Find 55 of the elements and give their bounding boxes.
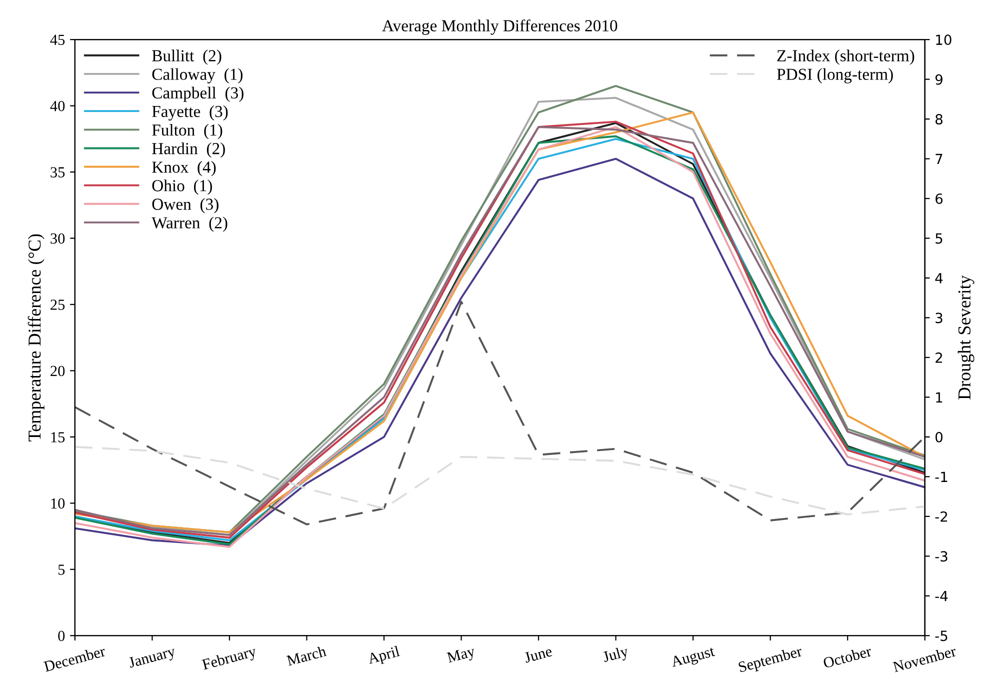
legend-label: Z-Index (short-term) bbox=[777, 50, 914, 65]
y-tick-label: 20 bbox=[50, 366, 65, 376]
legend-label: Warren (2) bbox=[152, 216, 228, 232]
y2-tick-label: 7 bbox=[936, 154, 942, 164]
legend-label: Calloway (1) bbox=[152, 68, 243, 84]
y2-tick-label: -5 bbox=[935, 630, 948, 642]
y2-tick-label: 5 bbox=[936, 233, 942, 244]
x-tick-label: November bbox=[892, 645, 957, 672]
y-tick-label: 15 bbox=[51, 432, 65, 442]
y-tick-label: 40 bbox=[50, 100, 65, 112]
y2-tick-label: 4 bbox=[935, 273, 943, 284]
chart-title: Average Monthly Differences 2010 bbox=[382, 19, 618, 35]
x-tick-label: January bbox=[128, 646, 177, 671]
legend-label: Knox (4) bbox=[152, 161, 216, 176]
y-tick-label: 45 bbox=[50, 34, 65, 46]
y2-tick-label: 1 bbox=[936, 392, 942, 402]
y-tick-label: 35 bbox=[50, 167, 65, 178]
x-tick-label: April bbox=[366, 645, 402, 668]
y2-tick-label: 6 bbox=[936, 193, 943, 204]
x-tick-label: September bbox=[738, 645, 804, 676]
y-axis-title: Temperature Difference (°C) bbox=[28, 234, 44, 442]
y2-tick-label: 0 bbox=[936, 432, 943, 442]
y2-tick-label: 9 bbox=[935, 74, 942, 85]
y-tick-label: 25 bbox=[50, 300, 65, 310]
y2-tick-label: -2 bbox=[935, 511, 948, 522]
legend-label: Hardin (2) bbox=[152, 142, 225, 158]
y-tick-label: 10 bbox=[51, 498, 65, 509]
legend-label: PDSI (long-term) bbox=[776, 68, 893, 84]
legend-label: Owen (3) bbox=[152, 198, 218, 214]
legend-label: Campbell (3) bbox=[152, 86, 244, 102]
y2-tick-label: 10 bbox=[936, 34, 952, 46]
x-tick-label: July bbox=[602, 645, 630, 666]
y2-tick-label: 8 bbox=[936, 114, 942, 125]
x-tick-label: May bbox=[446, 646, 477, 666]
y-tick-label: 5 bbox=[58, 564, 65, 575]
line-series bbox=[74, 446, 925, 516]
x-tick-label: February bbox=[201, 645, 258, 673]
y2-tick-label: 2 bbox=[936, 352, 942, 363]
x-tick-label: August bbox=[670, 646, 716, 670]
legend-label: Fayette (3) bbox=[152, 105, 228, 121]
y2-axis-title: Drought Severity bbox=[958, 275, 974, 400]
y-tick-label: 30 bbox=[50, 233, 65, 244]
legend-label: Fulton (1) bbox=[152, 124, 222, 140]
x-tick-label: June bbox=[524, 646, 553, 663]
x-tick-label: December bbox=[43, 645, 106, 672]
y-tick-label: 0 bbox=[58, 630, 65, 642]
x-tick-label: October bbox=[822, 645, 872, 668]
x-tick-label: March bbox=[286, 645, 327, 666]
legend-label: Ohio (1) bbox=[152, 180, 212, 195]
y2-tick-label: -1 bbox=[935, 472, 948, 482]
y2-tick-label: -4 bbox=[935, 591, 948, 602]
legend-label: Bullitt (2) bbox=[152, 50, 222, 65]
y2-tick-label: 3 bbox=[936, 312, 942, 324]
y2-tick-label: -3 bbox=[935, 551, 948, 562]
line-series bbox=[74, 300, 925, 526]
